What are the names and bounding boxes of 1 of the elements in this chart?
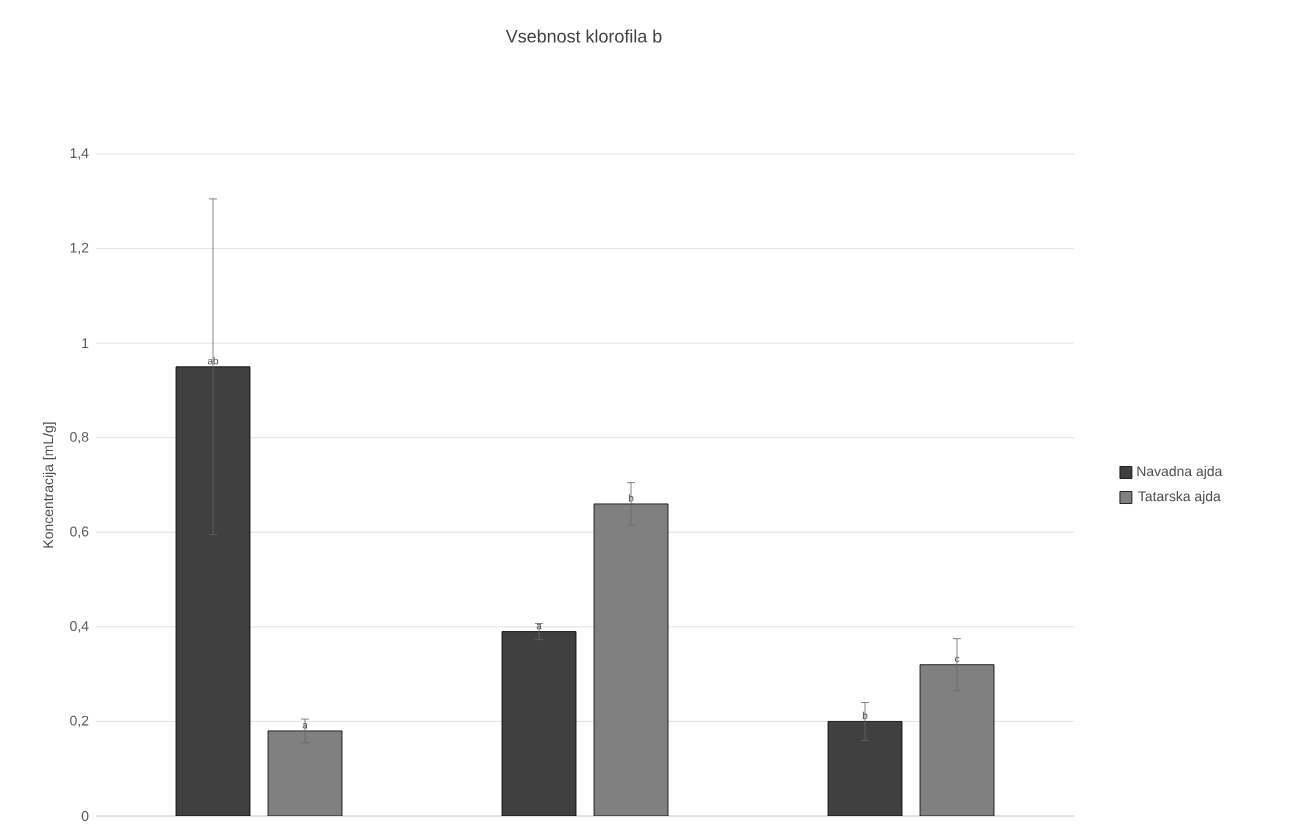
chart-title: Vsebnost klorofila b [505, 29, 662, 43]
